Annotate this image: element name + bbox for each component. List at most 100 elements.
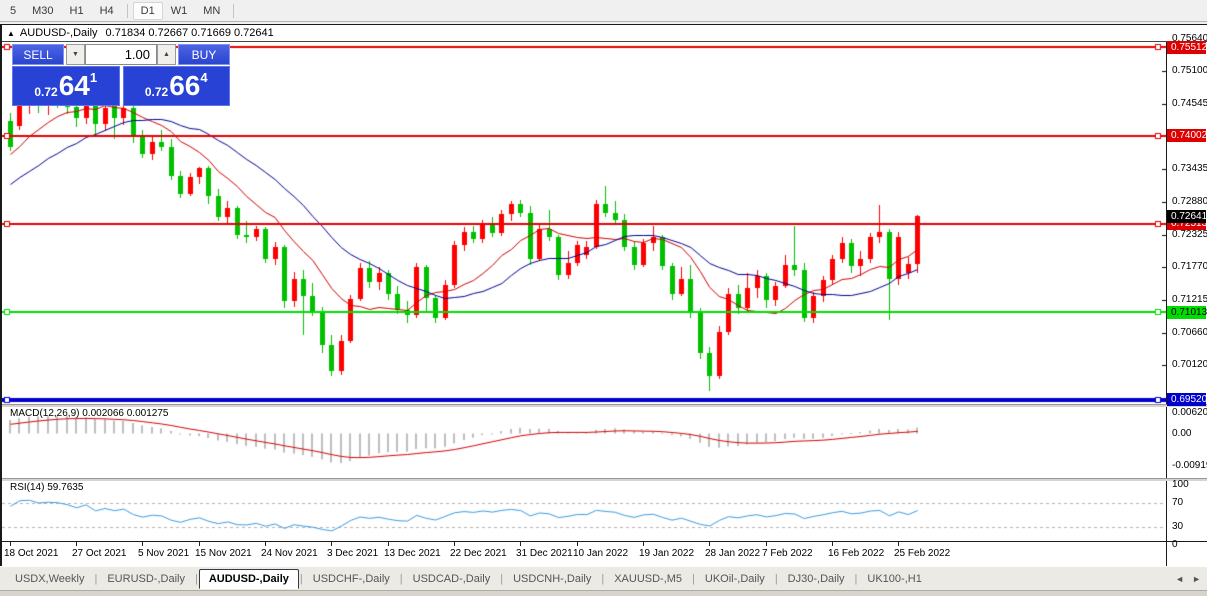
tab-separator: |: [692, 572, 695, 585]
price-axis-label: 0.70120: [1172, 358, 1207, 370]
chart-tab-bar: USDX,Weekly | EURUSD-,Daily | AUDUSD-,Daily |…: [0, 566, 1207, 590]
ask-price-main: 66: [169, 70, 201, 101]
date-tick: [388, 542, 389, 546]
tab-separator: |: [854, 572, 858, 585]
toolbar-separator: [126, 3, 128, 18]
date-axis-labels: 18 Oct 2021 27 Oct 2021 5 Nov 2021 15 Nov 2…: [2, 542, 1166, 566]
symbol-marker-icon: ▲: [7, 28, 15, 38]
macd-axis-label: -0.009197: [1172, 460, 1207, 472]
tab-audusd-daily[interactable]: AUDUSD-,Daily: [198, 568, 299, 589]
price-panel: 0.75640 0.75100 0.74545 0.73435 0.72880 0.723…: [2, 33, 1207, 406]
volume-increase-button[interactable]: ▲: [157, 44, 176, 65]
date-label: 5 Nov 2021: [138, 548, 190, 559]
date-label: 16 Feb 2022: [828, 548, 885, 559]
toolbar-separator: [233, 3, 235, 18]
date-tick: [76, 542, 77, 546]
tab-separator: |: [399, 572, 403, 585]
tab-separator: |: [500, 572, 504, 585]
date-tick: [520, 542, 521, 546]
tab-usdcad-daily[interactable]: USDCAD-,Daily: [412, 572, 491, 585]
date-tick: [709, 542, 710, 546]
date-tick: [265, 542, 266, 546]
tab-scroll-right-icon[interactable]: ►: [1192, 573, 1201, 584]
date-tick: [10, 542, 11, 546]
date-tick: [199, 542, 200, 546]
timeframe-button-H4[interactable]: H4: [99, 4, 114, 17]
tab-usdchf-daily[interactable]: USDCHF-,Daily: [312, 572, 390, 585]
macd-chart-canvas[interactable]: [2, 407, 1166, 478]
price-level-tag: 0.74002: [1167, 129, 1207, 142]
rsi-axis-label: 0: [1172, 538, 1178, 550]
rsi-axis: 100 70 30 0: [1166, 478, 1207, 550]
date-tick: [142, 542, 143, 546]
macd-panel: MACD(12,26,9) 0.002066 0.001275 0.006201…: [2, 407, 1207, 478]
date-tick: [766, 542, 767, 546]
price-axis-label: 0.73435: [1172, 163, 1207, 175]
tab-scroll-left-icon[interactable]: ◄: [1175, 573, 1185, 584]
sell-button[interactable]: SELL: [12, 44, 64, 65]
rsi-chart-canvas[interactable]: [2, 481, 1166, 541]
rsi-indicator-label: RSI(14) 59.7635: [10, 482, 84, 493]
macd-indicator-label: MACD(12,26,9) 0.002066 0.001275: [10, 408, 169, 419]
date-tick: [832, 542, 833, 546]
timeframe-button-W1[interactable]: W1: [170, 4, 188, 17]
bid-price-pip: 1: [89, 70, 98, 85]
date-tick: [454, 542, 455, 546]
timeframe-button-5[interactable]: 5: [10, 4, 17, 17]
date-axis: 18 Oct 2021 27 Oct 2021 5 Nov 2021 15 Nov 2…: [2, 541, 1207, 566]
tab-eurusd-daily[interactable]: EURUSD-,Daily: [107, 572, 185, 585]
tab-ukoil-daily[interactable]: UKOil-,Daily: [704, 572, 765, 585]
tab-usdx-weekly[interactable]: USDX,Weekly: [15, 572, 85, 585]
chart-title: AUDUSD-,Daily: [19, 27, 98, 39]
date-tick: [643, 542, 644, 546]
ask-price-pip: 4: [200, 70, 208, 85]
timeframe-button-M30[interactable]: M30: [32, 4, 54, 17]
date-label: 28 Jan 2022: [705, 548, 761, 559]
rsi-axis-label: 70: [1172, 496, 1184, 508]
axis-corner: [1166, 542, 1207, 566]
price-level-tag: 0.69520: [1167, 393, 1207, 406]
volume-input[interactable]: [85, 44, 157, 65]
panel-splitter[interactable]: [2, 404, 1207, 407]
panel-splitter[interactable]: [2, 478, 1207, 481]
price-axis-label: 0.75100: [1172, 65, 1207, 77]
timeframe-button-MN[interactable]: MN: [203, 4, 221, 17]
volume-decrease-button[interactable]: ▼: [66, 44, 85, 65]
price-axis-label: 0.72325: [1172, 228, 1207, 240]
tab-xauusd-m5[interactable]: XAUUSD-,M5: [614, 572, 683, 585]
tab-separator: |: [94, 572, 98, 585]
price-axis-label: 0.71770: [1172, 261, 1207, 273]
date-tick: [331, 542, 332, 546]
rsi-axis-label: 100: [1172, 478, 1189, 490]
price-level-tag: 0.71013: [1167, 306, 1207, 319]
timeframe-button-H1[interactable]: H1: [69, 4, 84, 17]
bid-price-box[interactable]: 0.72 64 1: [12, 66, 120, 106]
tab-uk100-h1[interactable]: UK100-,H1: [867, 572, 922, 585]
date-label: 31 Dec 2021: [516, 548, 573, 559]
chart-window: ▲ AUDUSD-,Daily 0.71834 0.72667 0.71669 …: [0, 24, 1207, 566]
price-axis-label: 0.72880: [1172, 196, 1207, 208]
macd-axis-label: 0.006201: [1172, 407, 1207, 418]
price-axis-label: 0.75640: [1172, 33, 1207, 45]
price-axis-label: 0.70660: [1172, 326, 1207, 338]
chart-title-bar: ▲ AUDUSD-,Daily 0.71834 0.72667 0.71669 …: [2, 25, 1207, 42]
tab-separator: |: [299, 572, 303, 585]
rsi-axis-label: 30: [1172, 520, 1184, 532]
ask-price-prefix: 0.72: [144, 85, 169, 99]
buy-button[interactable]: BUY: [178, 44, 230, 65]
timeframe-toolbar: 5 M30 H1 H4 D1 W1 MN: [0, 0, 1207, 22]
tab-separator: |: [774, 572, 778, 585]
one-click-trade-panel: SELL ▼ ▲ BUY 0.72 64 1 0.72 66 4: [12, 44, 230, 106]
tab-usdcnh-daily[interactable]: USDCNH-,Daily: [513, 572, 592, 585]
timeframe-button-D1[interactable]: D1: [132, 1, 163, 20]
date-label: 3 Dec 2021: [327, 548, 379, 559]
date-label: 7 Feb 2022: [762, 548, 813, 559]
tab-dj30-daily[interactable]: DJ30-,Daily: [787, 572, 845, 585]
tab-scroll-arrows: ◄ ►: [1175, 574, 1201, 584]
tab-separator: |: [601, 572, 605, 585]
date-label: 18 Oct 2021: [4, 548, 59, 559]
ask-price-box[interactable]: 0.72 66 4: [122, 66, 230, 106]
bottom-strip: [0, 590, 1207, 596]
date-tick: [898, 542, 899, 546]
date-label: 13 Dec 2021: [384, 548, 441, 559]
